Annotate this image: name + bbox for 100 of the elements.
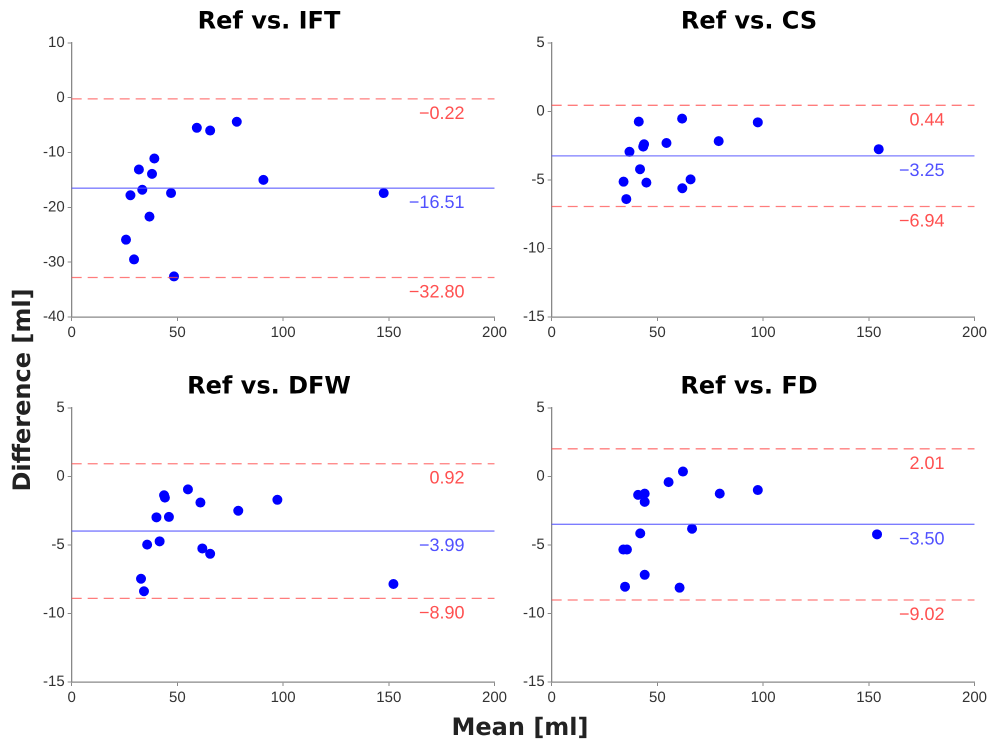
chart-title: Ref vs. DFW — [187, 372, 351, 400]
point — [205, 548, 216, 559]
x-tick-label: 0 — [68, 689, 76, 706]
x-tick-label: 100 — [750, 324, 776, 342]
point — [640, 570, 650, 580]
point — [640, 496, 650, 507]
y-axis-title: Difference [ml] — [8, 288, 36, 492]
point — [677, 183, 688, 194]
ref-line-label: −8.90 — [418, 602, 464, 622]
y-tick-label: -15 — [42, 673, 65, 690]
x-tick-label: 50 — [169, 689, 186, 706]
point — [182, 484, 193, 494]
point — [205, 126, 216, 136]
ref-line-label: −3.50 — [898, 528, 944, 548]
point — [677, 114, 688, 124]
point — [752, 117, 763, 128]
point — [258, 174, 268, 185]
ref-line-label: 2.01 — [909, 452, 944, 473]
point — [136, 574, 146, 584]
y-tick-label: 0 — [56, 88, 65, 106]
point — [233, 506, 244, 516]
y-tick-label: 0 — [536, 467, 545, 484]
y-tick-label: -10 — [42, 144, 65, 161]
y-tick-label: 5 — [536, 34, 545, 51]
y-tick-label: 10 — [48, 34, 65, 51]
point — [714, 488, 725, 499]
x-tick-label: 150 — [856, 324, 882, 342]
point — [160, 492, 170, 503]
point — [687, 524, 698, 534]
point — [192, 122, 202, 133]
point — [752, 485, 763, 496]
x-axis-title: Mean [ml] — [452, 713, 588, 741]
point — [634, 116, 644, 127]
y-tick-label: 0 — [56, 467, 65, 484]
x-tick-label: 100 — [270, 324, 296, 342]
point — [154, 536, 165, 546]
ref-line-label: −3.99 — [418, 535, 464, 556]
point — [147, 168, 158, 179]
y-tick-label: -5 — [51, 536, 65, 554]
x-tick-label: 0 — [548, 324, 556, 342]
point — [640, 488, 650, 499]
y-tick-label: 0 — [536, 102, 545, 120]
x-tick-label: 150 — [376, 689, 402, 706]
point — [621, 194, 632, 204]
x-tick-label: 50 — [169, 324, 186, 342]
ref-line-label: −16.51 — [408, 192, 464, 212]
point — [121, 234, 132, 245]
ref-line-label: −6.94 — [898, 210, 944, 230]
point — [635, 528, 646, 538]
point — [272, 494, 282, 505]
point — [661, 138, 672, 148]
point — [388, 578, 398, 589]
y-tick-label: -20 — [42, 198, 65, 216]
chart-title: Ref vs. IFT — [198, 6, 341, 35]
point — [618, 176, 629, 187]
point — [620, 582, 630, 592]
y-tick-label: 5 — [536, 398, 545, 416]
y-tick-label: -10 — [42, 604, 65, 622]
point — [874, 144, 884, 154]
point — [125, 190, 136, 200]
point — [149, 154, 160, 164]
point — [714, 136, 724, 146]
point — [624, 146, 634, 157]
point — [378, 188, 389, 198]
x-tick-label: 100 — [750, 689, 776, 706]
point — [674, 582, 685, 593]
x-tick-label: 200 — [482, 689, 507, 706]
y-tick-label: -15 — [522, 308, 545, 326]
point — [129, 254, 140, 264]
point — [664, 477, 674, 488]
ref-line-label: −3.25 — [898, 160, 944, 180]
point — [635, 164, 646, 174]
y-tick-label: -15 — [522, 673, 545, 690]
chart-title: Ref vs. CS — [680, 6, 818, 35]
point — [144, 212, 154, 222]
y-tick-label: -5 — [531, 536, 545, 554]
y-tick-label: -30 — [42, 253, 65, 270]
point — [151, 512, 162, 522]
chart-title: Ref vs. FD — [680, 372, 818, 400]
x-tick-label: 200 — [482, 324, 507, 342]
ref-line-label: −0.22 — [418, 102, 464, 123]
x-tick-label: 150 — [376, 324, 402, 342]
ref-line-label: −9.02 — [898, 604, 944, 624]
point — [142, 540, 152, 550]
point — [138, 586, 149, 596]
x-tick-label: 0 — [68, 324, 76, 342]
y-tick-label: -10 — [522, 240, 545, 257]
point — [166, 188, 176, 198]
x-tick-label: 50 — [649, 689, 666, 706]
ref-line-label: 0.92 — [429, 468, 464, 488]
x-tick-label: 50 — [649, 324, 666, 342]
y-tick-label: 5 — [56, 398, 65, 416]
y-tick-label: -5 — [531, 171, 545, 188]
x-tick-label: 150 — [856, 689, 882, 706]
point — [197, 543, 208, 554]
point — [164, 512, 174, 522]
ref-line-label: 0.44 — [909, 109, 944, 130]
x-tick-label: 100 — [270, 689, 296, 706]
point — [641, 178, 652, 188]
point — [134, 164, 144, 174]
